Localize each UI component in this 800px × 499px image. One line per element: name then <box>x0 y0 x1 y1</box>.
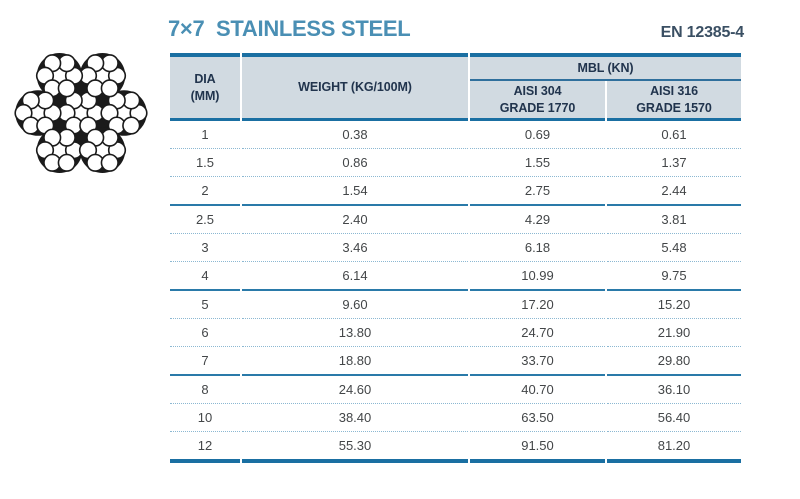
cell-aisi304: 33.70 <box>470 347 605 376</box>
cell-aisi304: 17.20 <box>470 291 605 319</box>
cell-aisi316: 2.44 <box>607 177 741 206</box>
spec-table: DIA (MM) WEIGHT (KG/100M) MBL (KN) AISI … <box>168 53 743 463</box>
cell-weight: 2.40 <box>242 206 468 234</box>
page-title: 7×7 STAINLESS STEEL <box>168 16 411 41</box>
column-header-aisi304-line1: AISI 304 <box>513 84 562 98</box>
table-header: DIA (MM) WEIGHT (KG/100M) MBL (KN) AISI … <box>170 53 741 121</box>
cell-dia: 10 <box>170 404 240 432</box>
cell-weight: 3.46 <box>242 234 468 262</box>
cell-weight: 6.14 <box>242 262 468 291</box>
column-header-dia-line2: (MM) <box>190 88 220 103</box>
column-header-aisi316: AISI 316 GRADE 1570 <box>607 81 741 121</box>
cell-aisi304: 63.50 <box>470 404 605 432</box>
cell-dia: 1.5 <box>170 149 240 177</box>
cell-weight: 13.80 <box>242 319 468 347</box>
column-header-aisi304-line2: GRADE 1770 <box>499 100 576 115</box>
cell-aisi316: 0.61 <box>607 121 741 149</box>
cell-dia: 3 <box>170 234 240 262</box>
cell-weight: 38.40 <box>242 404 468 432</box>
table-row: 8 24.60 40.70 36.10 <box>170 376 741 404</box>
cell-weight: 18.80 <box>242 347 468 376</box>
table-row: 6 13.80 24.70 21.90 <box>170 319 741 347</box>
cell-dia: 5 <box>170 291 240 319</box>
table-section: 7×7 STAINLESS STEEL EN 12385-4 DIA (MM) … <box>168 12 745 463</box>
cell-dia: 2 <box>170 177 240 206</box>
column-header-dia: DIA (MM) <box>170 53 240 121</box>
table-row: 1 0.38 0.69 0.61 <box>170 121 741 149</box>
cell-dia: 6 <box>170 319 240 347</box>
table-row: 4 6.14 10.99 9.75 <box>170 262 741 291</box>
table-row: 12 55.30 91.50 81.20 <box>170 432 741 463</box>
cell-aisi304: 91.50 <box>470 432 605 463</box>
cell-aisi304: 0.69 <box>470 121 605 149</box>
cell-aisi316: 81.20 <box>607 432 741 463</box>
cell-dia: 4 <box>170 262 240 291</box>
cell-aisi316: 36.10 <box>607 376 741 404</box>
column-header-aisi316-line1: AISI 316 <box>650 84 698 98</box>
cell-dia: 1 <box>170 121 240 149</box>
table-body: 1 0.38 0.69 0.61 1.5 0.86 1.55 1.37 2 1.54 2.75 2.4… <box>170 121 741 463</box>
cell-weight: 0.38 <box>242 121 468 149</box>
cell-weight: 24.60 <box>242 376 468 404</box>
cell-aisi304: 2.75 <box>470 177 605 206</box>
cell-aisi316: 21.90 <box>607 319 741 347</box>
cell-aisi304: 6.18 <box>470 234 605 262</box>
cell-dia: 8 <box>170 376 240 404</box>
table-row: 3 3.46 6.18 5.48 <box>170 234 741 262</box>
column-header-aisi316-line2: GRADE 1570 <box>636 100 712 115</box>
cell-aisi304: 40.70 <box>470 376 605 404</box>
cell-weight: 1.54 <box>242 177 468 206</box>
cell-aisi316: 15.20 <box>607 291 741 319</box>
cell-dia: 12 <box>170 432 240 463</box>
cell-aisi316: 5.48 <box>607 234 741 262</box>
column-header-weight: WEIGHT (KG/100M) <box>242 53 468 121</box>
table-row: 5 9.60 17.20 15.20 <box>170 291 741 319</box>
table-row: 7 18.80 33.70 29.80 <box>170 347 741 376</box>
wire-rope-cross-section-diagram <box>14 52 148 174</box>
cell-weight: 55.30 <box>242 432 468 463</box>
table-row: 1.5 0.86 1.55 1.37 <box>170 149 741 177</box>
cell-aisi304: 4.29 <box>470 206 605 234</box>
column-group-header-mbl: MBL (KN) <box>470 53 741 81</box>
cell-dia: 2.5 <box>170 206 240 234</box>
standard-reference: EN 12385-4 <box>660 24 745 41</box>
cell-aisi316: 1.37 <box>607 149 741 177</box>
cell-aisi304: 24.70 <box>470 319 605 347</box>
cell-weight: 9.60 <box>242 291 468 319</box>
cell-dia: 7 <box>170 347 240 376</box>
column-header-aisi304: AISI 304 GRADE 1770 <box>470 81 605 121</box>
table-row: 2 1.54 2.75 2.44 <box>170 177 741 206</box>
cell-weight: 0.86 <box>242 149 468 177</box>
cell-aisi316: 56.40 <box>607 404 741 432</box>
cell-aisi316: 29.80 <box>607 347 741 376</box>
cell-aisi316: 9.75 <box>607 262 741 291</box>
section-header: 7×7 STAINLESS STEEL EN 12385-4 <box>168 12 745 42</box>
table-row: 10 38.40 63.50 56.40 <box>170 404 741 432</box>
table-row: 2.5 2.40 4.29 3.81 <box>170 206 741 234</box>
cell-aisi304: 1.55 <box>470 149 605 177</box>
column-header-dia-line1: DIA <box>194 72 216 86</box>
cell-aisi316: 3.81 <box>607 206 741 234</box>
cell-aisi304: 10.99 <box>470 262 605 291</box>
